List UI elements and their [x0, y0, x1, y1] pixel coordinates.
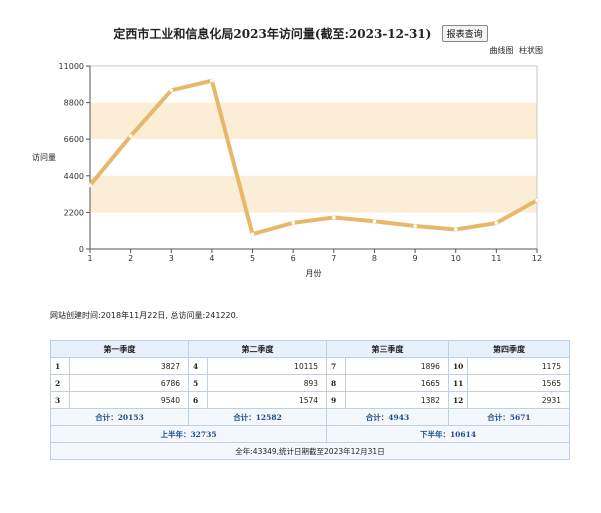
month-visits: 1665 [345, 374, 449, 392]
x-tick-label: 6 [291, 254, 296, 263]
month-visits: 3827 [68, 357, 190, 375]
month-visits: 1382 [345, 391, 449, 409]
line-chart-link[interactable]: 曲线图 [489, 46, 514, 55]
page-title: 定西市工业和信息化局2023年访问量(截至:2023-12-31) [113, 27, 432, 41]
header-q1: 第一季度 [49, 340, 190, 358]
data-point [453, 227, 458, 232]
data-point [169, 88, 174, 93]
table-row: 3 9540 6 1574 9 1382 12 2931 [50, 391, 570, 409]
quarter-total-q1: 合计：20153 [49, 408, 190, 426]
month-visits: 1175 [467, 357, 570, 375]
month-number: 1 [50, 357, 70, 375]
data-point [413, 224, 417, 228]
month-number: 12 [447, 391, 469, 409]
month-number: 9 [326, 391, 347, 409]
data-point [250, 232, 255, 236]
quarterly-stats-table: 第一季度 第二季度 第三季度 第四季度 1 3827 4 10115 7 189… [49, 340, 571, 460]
y-tick-label: 11000 [59, 62, 84, 71]
x-tick-label: 9 [413, 254, 418, 263]
header-q3: 第三季度 [326, 340, 449, 358]
data-point [332, 215, 336, 220]
x-tick-label: 7 [331, 254, 336, 263]
month-number: 3 [50, 391, 70, 409]
table-header-row: 第一季度 第二季度 第三季度 第四季度 [49, 340, 571, 358]
month-visits: 9540 [68, 391, 190, 409]
site-info: 网站创建时间:2018年11月22日, 总访问量:241220. [50, 311, 239, 320]
table-row: 2 6786 5 893 8 1665 11 1565 [50, 374, 570, 392]
second-half-total: 下半年：10614 [326, 425, 570, 443]
month-visits: 2931 [467, 391, 570, 409]
month-number: 5 [188, 374, 209, 392]
data-point [535, 198, 539, 203]
data-point [88, 183, 92, 188]
year-total: 全年:43349,统计日期截至2023年12月31日 [50, 442, 570, 460]
quarter-total-row: 合计：20153 合计：12582 合计：4943 合计：5671 [49, 408, 571, 426]
y-tick-label: 6600 [64, 135, 84, 144]
title-row: 定西市工业和信息化局2023年访问量(截至:2023-12-31) 报表查询 [0, 25, 601, 42]
year-total-row: 全年:43349,统计日期截至2023年12月31日 [50, 442, 570, 460]
month-number: 10 [447, 357, 469, 375]
month-number: 8 [326, 374, 347, 392]
y-tick-label: 2200 [64, 208, 84, 217]
y-tick-label: 8800 [64, 99, 84, 108]
x-tick-label: 5 [250, 254, 255, 263]
series-line [88, 78, 539, 237]
month-number: 2 [50, 374, 70, 392]
header-q4: 第四季度 [447, 340, 571, 358]
x-tick-label: 4 [209, 254, 214, 263]
month-number: 6 [188, 391, 209, 409]
x-tick-label: 1 [87, 254, 92, 263]
quarter-total-q3: 合计：4943 [326, 408, 449, 426]
month-visits: 893 [207, 374, 328, 392]
plot-band [90, 102, 537, 140]
month-visits: 6786 [68, 374, 190, 392]
x-tick-label: 12 [532, 254, 542, 263]
month-number: 7 [326, 357, 347, 375]
month-visits: 1574 [207, 391, 328, 409]
header-q2: 第二季度 [188, 340, 328, 358]
y-tick-label: 4400 [64, 172, 84, 181]
month-visits: 1896 [345, 357, 449, 375]
data-point [494, 221, 499, 225]
data-point [128, 134, 133, 138]
plot-band [90, 175, 537, 213]
table-row: 1 3827 4 10115 7 1896 10 1175 [50, 357, 570, 375]
data-point [372, 219, 377, 224]
quarter-total-q4: 合计：5671 [447, 408, 571, 426]
month-visits: 1565 [467, 374, 570, 392]
x-tick-label: 11 [491, 254, 501, 263]
month-visits: 10115 [207, 357, 328, 375]
x-axis-label: 月份 [306, 268, 322, 278]
half-year-total-row: 上半年：32735 下半年：10614 [49, 425, 570, 443]
x-tick-label: 8 [372, 254, 377, 263]
report-query-button[interactable]: 报表查询 [441, 25, 488, 42]
bar-chart-link[interactable]: 柱状图 [519, 46, 543, 55]
y-axis-label: 访问量 [32, 152, 56, 162]
data-point [210, 78, 214, 83]
month-number: 4 [188, 357, 209, 375]
data-point [291, 221, 295, 225]
x-tick-label: 2 [128, 254, 133, 263]
chart-type-toggle: 曲线图 柱状图 [486, 45, 543, 56]
month-number: 11 [447, 374, 469, 392]
y-tick-label: 0 [79, 245, 84, 254]
x-tick-label: 3 [169, 254, 174, 263]
x-tick-label: 10 [451, 254, 461, 263]
quarter-total-q2: 合计：12582 [188, 408, 328, 426]
first-half-total: 上半年：32735 [49, 425, 328, 443]
